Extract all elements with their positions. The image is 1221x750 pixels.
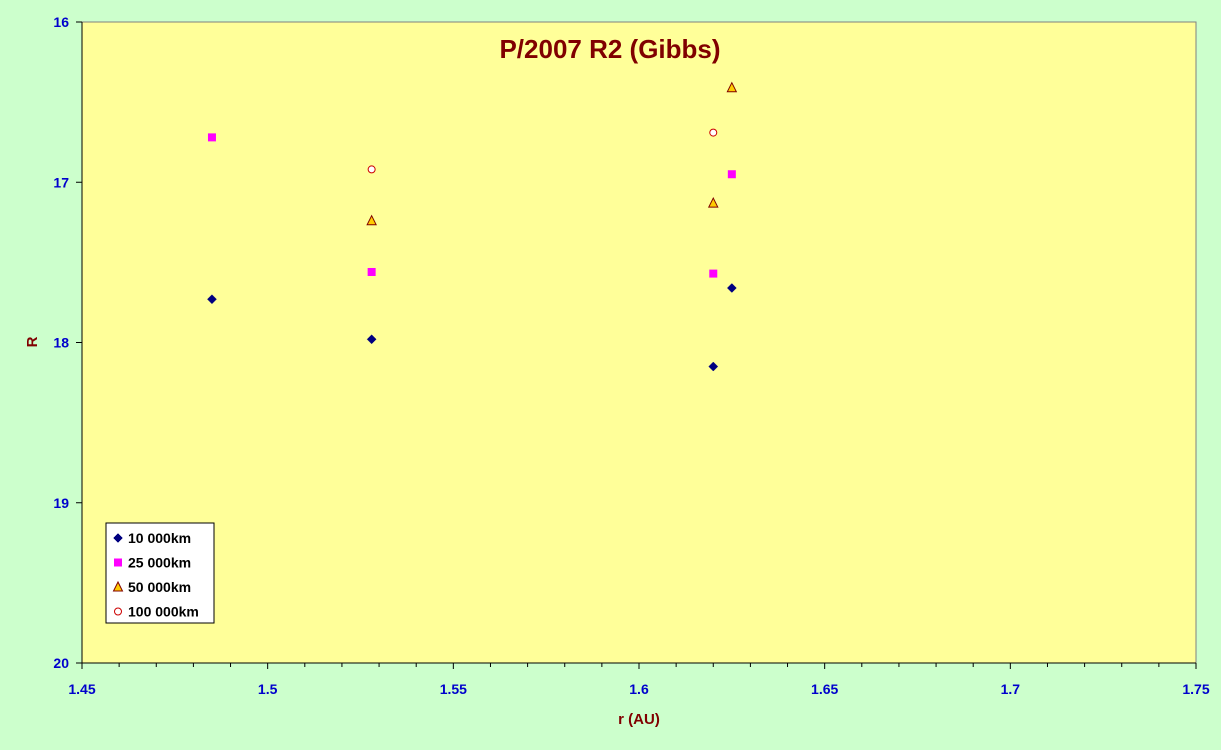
legend: 10 000km 25 000km 50 000km 100 000km <box>105 522 215 624</box>
data-point-triangle <box>707 196 719 208</box>
legend-marker-diamond <box>113 533 123 543</box>
data-point-square <box>367 267 376 276</box>
data-point-circle <box>709 128 718 137</box>
legend-label: 10 000km <box>128 530 191 546</box>
data-point-square <box>727 170 736 179</box>
y-axis-ticks: 16 17 18 19 20 <box>53 14 82 671</box>
legend-label: 100 000km <box>128 604 199 620</box>
data-point-diamond <box>708 361 719 372</box>
x-tick-label: 1.55 <box>440 681 467 697</box>
data-point-diamond <box>726 283 737 293</box>
data-point-square <box>207 133 216 142</box>
data-points <box>207 81 738 372</box>
x-axis-ticks: 1.45 1.5 1.55 1.6 1.65 1.7 1.75 <box>68 663 1210 697</box>
x-tick-label: 1.5 <box>258 681 278 697</box>
legend-box <box>105 522 215 624</box>
legend-marker-circle <box>114 607 122 616</box>
data-point-circle <box>367 165 376 174</box>
x-axis-label: r (AU) <box>618 711 660 728</box>
y-tick-label: 19 <box>53 495 69 511</box>
legend-label: 50 000km <box>128 579 191 595</box>
x-tick-label: 1.65 <box>811 681 838 697</box>
legend-marker-triangle <box>112 580 124 592</box>
plot-area <box>81 21 1197 664</box>
data-point-square <box>709 269 718 278</box>
y-tick-label: 16 <box>53 14 69 30</box>
legend-marker-square <box>114 558 122 567</box>
x-tick-label: 1.45 <box>68 681 95 697</box>
data-point-diamond <box>207 294 217 305</box>
x-tick-label: 1.7 <box>1001 681 1021 697</box>
chart-title: P/2007 R2 (Gibbs) <box>499 34 720 64</box>
y-tick-label: 20 <box>53 655 69 671</box>
data-point-triangle <box>726 81 738 93</box>
x-tick-label: 1.6 <box>629 681 649 697</box>
y-axis-label: R <box>24 336 41 347</box>
legend-items: 10 000km 25 000km 50 000km 100 000km <box>112 530 199 620</box>
x-tick-label: 1.75 <box>1182 681 1209 697</box>
data-point-triangle <box>366 214 377 226</box>
legend-label: 25 000km <box>128 555 191 571</box>
y-tick-label: 17 <box>53 174 69 190</box>
data-point-diamond <box>366 334 377 345</box>
y-tick-label: 18 <box>53 335 69 351</box>
